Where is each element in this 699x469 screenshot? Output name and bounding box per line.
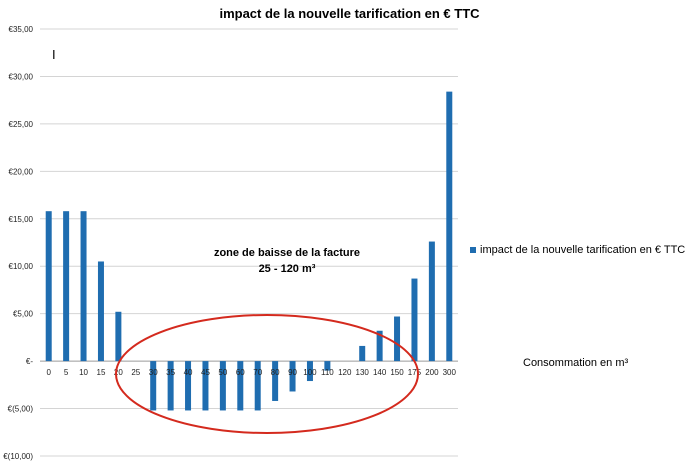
x-tick-label: 10 xyxy=(79,368,88,377)
x-tick-label: 35 xyxy=(166,368,175,377)
bar-series xyxy=(45,91,453,411)
y-axis-ticks: €(10,00) €(5,00) €- €5,00 €10,00 €15,00 €20,00… xyxy=(3,25,33,461)
bar-50 xyxy=(219,361,226,411)
bar-110 xyxy=(324,361,331,371)
bar-175 xyxy=(411,278,418,362)
y-tick-label: €20,00 xyxy=(9,167,34,176)
x-tick-label: 50 xyxy=(218,368,227,377)
bar-90 xyxy=(289,361,296,392)
x-tick-label: 0 xyxy=(46,368,51,377)
x-tick-label: 110 xyxy=(321,368,334,377)
x-tick-label: 150 xyxy=(390,368,404,377)
y-tick-label: €15,00 xyxy=(9,215,34,224)
bar-20 xyxy=(115,311,122,362)
y-tick-label: €(5,00) xyxy=(8,405,34,414)
y-tick-label: €35,00 xyxy=(9,25,34,34)
x-tick-label: 40 xyxy=(184,368,193,377)
y-tick-label: €- xyxy=(26,357,33,366)
x-tick-label: 25 xyxy=(131,368,140,377)
x-tick-label: 80 xyxy=(271,368,280,377)
x-tick-label: 30 xyxy=(149,368,158,377)
bar-200 xyxy=(428,241,435,362)
text-cursor-glyph: I xyxy=(52,47,56,62)
x-tick-label: 15 xyxy=(97,368,106,377)
x-tick-label: 300 xyxy=(443,368,457,377)
bar-5 xyxy=(63,211,70,362)
bar-10 xyxy=(80,211,87,362)
bar-140 xyxy=(376,330,383,362)
bar-300 xyxy=(446,91,453,362)
bar-40 xyxy=(185,361,192,411)
decrease-zone-annotation: zone de baisse de la facture 25 - 120 m³ xyxy=(196,245,378,277)
annotation-line-2: 25 - 120 m³ xyxy=(258,263,316,275)
x-axis-ticks: 0 5 10 15 20 25 30 35 40 45 50 60 70 80 90 100 110 120 130… xyxy=(46,368,456,377)
x-tick-label: 90 xyxy=(288,368,297,377)
bar-30 xyxy=(150,361,157,411)
bar-45 xyxy=(202,361,209,411)
grid-lines xyxy=(40,28,458,457)
bar-15 xyxy=(97,261,104,362)
x-tick-label: 175 xyxy=(408,368,422,377)
legend-label: impact de la nouvelle tarification en € … xyxy=(480,244,686,256)
bar-60 xyxy=(237,361,244,411)
bar-130 xyxy=(359,345,366,362)
legend-swatch xyxy=(470,247,476,253)
bar-0 xyxy=(45,211,52,362)
y-tick-label: €25,00 xyxy=(9,120,34,129)
bar-35 xyxy=(167,361,174,411)
y-tick-label: €5,00 xyxy=(13,310,34,319)
x-tick-label: 60 xyxy=(236,368,245,377)
bar-70 xyxy=(254,361,261,411)
y-tick-label: €(10,00) xyxy=(3,452,33,461)
decrease-zone-ellipse xyxy=(115,314,419,434)
x-tick-label: 5 xyxy=(64,368,69,377)
x-tick-label: 140 xyxy=(373,368,387,377)
x-tick-label: 70 xyxy=(253,368,262,377)
x-tick-label: 45 xyxy=(201,368,210,377)
x-axis-label: Consommation en m³ xyxy=(523,357,629,369)
chart-title: impact de la nouvelle tarification en € … xyxy=(219,6,480,21)
bar-80 xyxy=(272,361,279,401)
bar-150 xyxy=(394,316,401,362)
x-tick-label: 100 xyxy=(303,368,317,377)
x-tick-label: 200 xyxy=(425,368,439,377)
annotation-line-1: zone de baisse de la facture xyxy=(213,247,361,259)
x-tick-label: 130 xyxy=(356,368,370,377)
x-tick-label: 20 xyxy=(114,368,123,377)
x-tick-label: 120 xyxy=(338,368,352,377)
y-tick-label: €10,00 xyxy=(9,262,34,271)
bar-100 xyxy=(306,361,313,382)
chart-legend: impact de la nouvelle tarification en € … xyxy=(470,244,685,256)
y-tick-label: €30,00 xyxy=(9,72,34,81)
